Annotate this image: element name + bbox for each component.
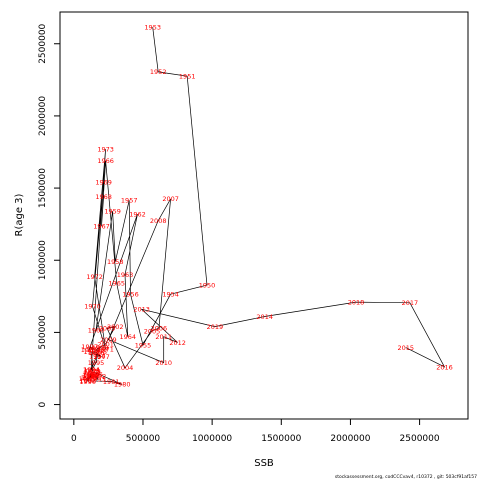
point-label-2001: 2001 (97, 340, 114, 348)
point-label-2000: 2000 (88, 346, 105, 354)
point-label-1985: 1985 (82, 372, 99, 380)
point-label-1975: 1975 (92, 344, 109, 352)
point-label-1953: 1953 (144, 24, 161, 32)
point-label-1964: 1964 (120, 333, 137, 341)
point-label-2015: 2015 (398, 344, 415, 352)
y-tick-label: 2500000 (38, 23, 48, 63)
x-tick-label: 2500000 (400, 434, 440, 444)
point-label-1997: 1997 (81, 343, 98, 351)
point-label-1970: 1970 (84, 303, 101, 311)
x-tick-label: 1500000 (261, 434, 301, 444)
point-label-1999: 1999 (92, 344, 109, 352)
point-label-2019: 2019 (207, 323, 224, 331)
point-label-1974: 1974 (83, 366, 100, 374)
point-label-1981: 1981 (103, 378, 120, 386)
point-label-1966: 1966 (97, 157, 114, 165)
point-label-2003: 2003 (99, 324, 116, 332)
point-label-1950: 1950 (199, 281, 216, 289)
point-label-2018: 2018 (348, 298, 365, 306)
point-label-2014: 2014 (256, 313, 273, 321)
point-label-1952: 1952 (150, 68, 167, 76)
y-axis: 0 500000 1000000 1500000 2000000 2500000 (38, 23, 61, 407)
point-label-2013: 2013 (133, 306, 150, 314)
x-tick-label: 2000000 (330, 434, 370, 444)
point-label-1967: 1967 (93, 223, 110, 231)
point-label-1990: 1990 (79, 378, 96, 386)
y-tick-label: 2000000 (38, 96, 48, 136)
point-label-1998: 1998 (90, 348, 107, 356)
point-label-1971: 1971 (97, 345, 114, 353)
point-label-1993: 1993 (89, 376, 106, 384)
x-tick-label: 0 (71, 434, 77, 444)
point-label-1996: 1996 (89, 353, 106, 361)
point-label-1955: 1955 (135, 341, 152, 349)
plot-frame (59, 11, 469, 420)
point-label-1962: 1962 (129, 210, 146, 218)
point-label-1979: 1979 (84, 368, 101, 376)
point-label-1984: 1984 (83, 371, 100, 379)
y-tick-label: 500000 (38, 315, 48, 350)
y-tick-label: 0 (38, 401, 48, 407)
x-tick-label: 1000000 (192, 434, 232, 444)
point-label-1951: 1951 (179, 73, 196, 81)
point-label-1991: 1991 (81, 374, 98, 382)
footer-credit: stockassessment.org, codCCCvav4, r10372 … (335, 474, 477, 480)
series-line-group (86, 27, 446, 385)
point-label-1989: 1989 (84, 368, 101, 376)
point-label-1994: 1994 (84, 366, 101, 374)
y-tick-label: 1500000 (38, 168, 48, 208)
point-label-1978: 1978 (84, 348, 101, 356)
point-label-2016: 2016 (436, 363, 453, 371)
point-label-1958: 1958 (107, 258, 124, 266)
point-label-group: 1950 1951 1952 1953 1954 1955 1956 1957 1958 1959… (79, 24, 453, 389)
point-label-2007: 2007 (162, 195, 179, 203)
point-label-1983: 1983 (79, 375, 96, 383)
point-label-1965: 1965 (108, 280, 125, 288)
y-tick-label: 1000000 (38, 240, 48, 280)
point-label-2017: 2017 (402, 299, 419, 307)
point-label-1992: 1992 (90, 373, 107, 381)
point-label-1982: 1982 (79, 377, 96, 385)
point-label-2004: 2004 (117, 364, 134, 372)
point-label-2006: 2006 (151, 324, 168, 332)
point-label-1957: 1957 (121, 197, 138, 205)
point-label-1980: 1980 (114, 381, 131, 389)
y-axis-title: R(age 3) (14, 193, 25, 236)
point-label-2012: 2012 (169, 339, 186, 347)
series-line (86, 27, 446, 385)
point-label-2011: 2011 (155, 333, 172, 341)
point-label-1973: 1973 (97, 145, 114, 153)
point-label-1954: 1954 (162, 291, 179, 299)
x-tick-label: 500000 (126, 434, 161, 444)
x-axis: 0 500000 1000000 1500000 2000000 2500000 (71, 418, 440, 444)
point-label-1959: 1959 (104, 208, 121, 216)
point-label-1961: 1961 (81, 346, 98, 354)
point-label-1969: 1969 (95, 179, 112, 187)
point-label-2009: 2009 (100, 336, 117, 344)
point-label-1976: 1976 (88, 349, 105, 357)
point-label-1988: 1988 (83, 371, 100, 379)
point-label-2010: 2010 (155, 359, 172, 367)
point-label-1987: 1987 (82, 373, 99, 381)
point-label-2002: 2002 (107, 323, 124, 331)
point-label-1963: 1963 (117, 271, 134, 279)
point-label-2005: 2005 (144, 327, 161, 335)
point-label-1977: 1977 (93, 353, 110, 361)
point-label-1968: 1968 (95, 193, 112, 201)
point-label-1995: 1995 (88, 359, 105, 367)
point-label-1960: 1960 (88, 327, 105, 335)
x-axis-title: SSB (254, 458, 274, 469)
point-label-2008: 2008 (150, 217, 167, 225)
point-label-1972: 1972 (86, 273, 103, 281)
point-label-1956: 1956 (122, 291, 139, 299)
point-label-1986: 1986 (86, 371, 103, 379)
